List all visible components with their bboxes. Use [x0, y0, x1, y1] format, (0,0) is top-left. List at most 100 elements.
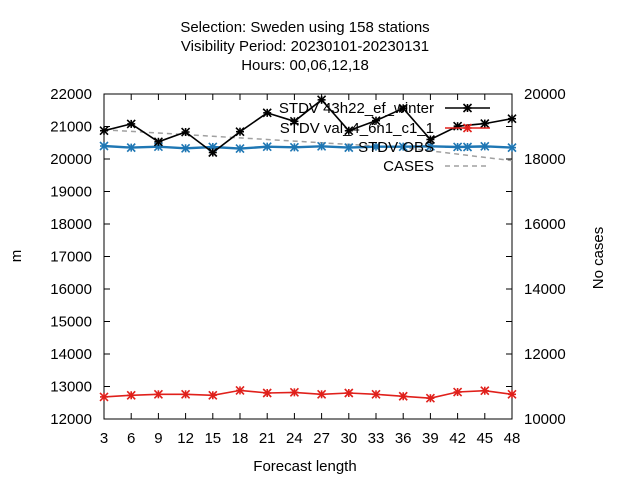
data-point	[398, 142, 408, 152]
data-point	[262, 108, 272, 118]
data-point	[425, 141, 435, 151]
x-tick-label: 39	[422, 430, 439, 447]
data-point	[262, 388, 272, 398]
x-tick-label: 42	[449, 430, 466, 447]
legend-label: CASES	[383, 158, 434, 175]
y-axis: 12000 13000 14000 15000 16000 17000 18000 19000…	[50, 86, 512, 428]
data-point	[371, 142, 381, 152]
x-axis: 3 6 9 12 15 18 21 24 27 30 33 36 39 42 45 48	[100, 94, 521, 447]
legend-marker	[462, 123, 473, 133]
data-point	[262, 142, 272, 152]
data-point	[126, 390, 136, 400]
y2-tick-label: 20000	[524, 86, 566, 103]
data-point	[344, 143, 354, 153]
title-line-2: Visibility Period: 20230101-20230131	[181, 38, 429, 55]
y2-tick-label: 18000	[524, 151, 566, 168]
y-tick-label: 19000	[50, 184, 92, 201]
data-point	[235, 144, 245, 154]
data-point	[317, 95, 327, 105]
data-point	[317, 141, 327, 151]
data-point	[181, 389, 191, 399]
data-point	[289, 387, 299, 397]
x-tick-label: 6	[127, 430, 135, 447]
data-point	[181, 143, 191, 153]
data-point	[289, 116, 299, 126]
data-point	[126, 119, 136, 129]
legend: STDV 43h22_ef_winter STDV val_4_6n1_c1_1 S…	[279, 100, 490, 175]
legend-item: STDV OBS	[358, 139, 490, 156]
y2-axis-label: No cases	[590, 227, 607, 290]
data-point	[453, 387, 463, 397]
y-tick-label: 22000	[50, 86, 92, 103]
y2-tick-label: 16000	[524, 216, 566, 233]
legend-item: STDV val_4_6n1_c1_1	[280, 120, 490, 137]
y-tick-label: 21000	[50, 119, 92, 136]
y2-tick-label: 14000	[524, 281, 566, 298]
y-tick-label: 16000	[50, 281, 92, 298]
legend-marker	[462, 142, 473, 152]
data-point	[235, 127, 245, 137]
y-tick-label: 18000	[50, 216, 92, 233]
x-tick-label: 45	[476, 430, 493, 447]
x-tick-label: 15	[204, 430, 221, 447]
data-point	[507, 389, 517, 399]
data-point	[208, 147, 218, 158]
x-tick-label: 24	[286, 430, 303, 447]
series-stdv-val-4-6n1-c1-1	[99, 385, 517, 403]
x-tick-label: 18	[232, 430, 249, 447]
data-point	[126, 143, 136, 153]
data-point	[480, 386, 490, 396]
data-point	[371, 116, 381, 126]
data-point	[344, 126, 354, 136]
chart-title: Selection: Sweden using 158 stations Vis…	[180, 19, 429, 74]
plot-frame	[103, 93, 513, 420]
y-tick-label: 17000	[50, 249, 92, 266]
data-point	[507, 143, 517, 153]
data-point	[425, 393, 435, 403]
data-point	[153, 389, 163, 399]
legend-label: STDV val_4_6n1_c1_1	[280, 120, 434, 137]
x-tick-label: 48	[504, 430, 521, 447]
legend-marker	[462, 103, 473, 113]
data-point	[181, 127, 191, 137]
title-line-3: Hours: 00,06,12,18	[241, 57, 369, 74]
legend-item: CASES	[383, 158, 490, 175]
y-tick-label: 15000	[50, 314, 92, 331]
data-point	[371, 389, 381, 399]
x-tick-label: 3	[100, 430, 108, 447]
data-point	[398, 391, 408, 401]
series-line	[103, 144, 513, 150]
legend-item: STDV 43h22_ef_winter	[279, 100, 490, 117]
x-tick-label: 21	[259, 430, 276, 447]
x-tick-label: 36	[395, 430, 412, 447]
data-point	[153, 137, 163, 147]
title-line-1: Selection: Sweden using 158 stations	[180, 19, 429, 36]
data-point	[235, 385, 245, 395]
x-tick-label: 12	[177, 430, 194, 447]
series-layer	[99, 95, 517, 403]
y2-tick-label: 12000	[524, 346, 566, 363]
data-point	[453, 121, 463, 131]
y2-tick-label: 10000	[524, 411, 566, 428]
x-tick-label: 27	[313, 430, 330, 447]
x-tick-label: 30	[340, 430, 357, 447]
data-point	[289, 142, 299, 152]
data-point	[480, 119, 490, 129]
data-point	[344, 388, 354, 398]
data-point	[208, 390, 218, 400]
y-tick-label: 12000	[50, 411, 92, 428]
data-point	[99, 141, 109, 151]
data-point	[317, 389, 327, 399]
data-point	[398, 103, 408, 113]
y-tick-label: 20000	[50, 151, 92, 168]
data-point	[425, 134, 435, 145]
legend-label: STDV OBS	[358, 139, 434, 156]
y-tick-label: 13000	[50, 379, 92, 396]
x-axis-label: Forecast length	[253, 458, 356, 475]
data-point	[99, 126, 109, 136]
y2-axis: 10000 12000 14000 16000 18000 20000	[506, 86, 566, 428]
data-point	[507, 114, 517, 124]
series-stdv-obs	[99, 141, 517, 154]
x-tick-label: 33	[368, 430, 385, 447]
